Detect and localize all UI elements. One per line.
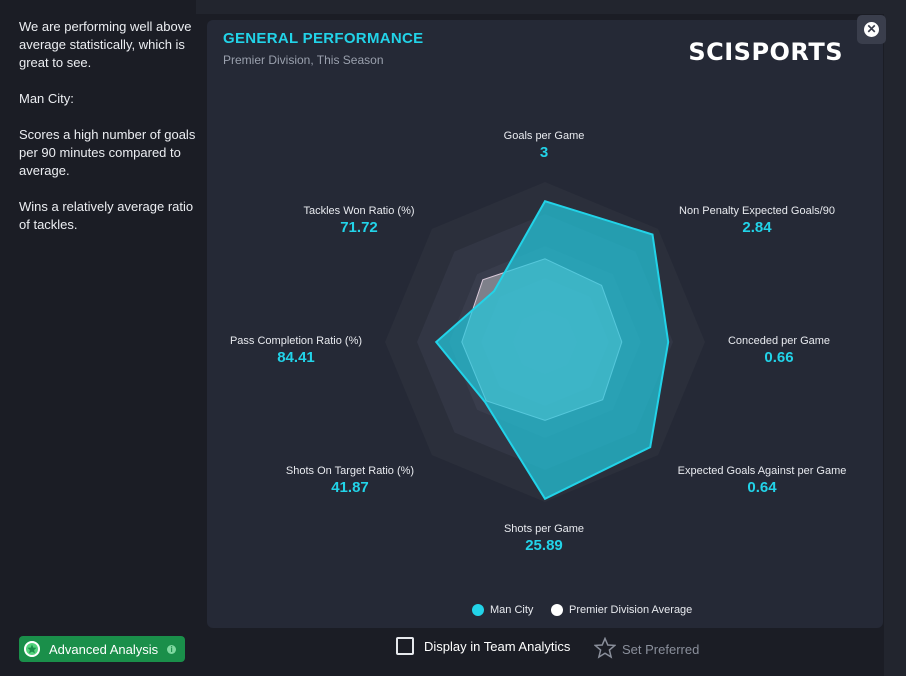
metric-label: Shots per Game 25.89 bbox=[504, 523, 584, 554]
metric-value: 3 bbox=[539, 144, 549, 161]
panel-subtitle: Premier Division, This Season bbox=[223, 53, 384, 67]
metric-label: Conceded per Game 0.66 bbox=[728, 335, 830, 366]
metric-name: Shots per Game bbox=[503, 523, 585, 535]
legend-average: Premier Division Average bbox=[551, 604, 692, 616]
metric-value: 71.72 bbox=[340, 219, 378, 236]
metric-label: Pass Completion Ratio (%) 84.41 bbox=[230, 335, 362, 366]
background-strip-right bbox=[884, 0, 906, 676]
radar-chart bbox=[385, 182, 705, 502]
legend-average-label: Premier Division Average bbox=[569, 604, 693, 616]
metric-name: Tackles Won Ratio (%) bbox=[303, 205, 415, 217]
close-icon: ✕ bbox=[864, 22, 879, 37]
advanced-analysis-label: Advanced Analysis bbox=[49, 641, 159, 657]
summary-team-name: Man City: bbox=[19, 91, 74, 106]
summary-text: We are performing well above average sta… bbox=[19, 18, 197, 252]
legend-team: Man City bbox=[472, 604, 533, 616]
legend-team-label: Man City bbox=[490, 604, 534, 616]
metric-value: 0.66 bbox=[764, 349, 794, 366]
metric-label: Goals per Game 3 bbox=[504, 130, 585, 161]
summary-paragraph: Scores a high number of goals per 90 min… bbox=[19, 127, 196, 178]
legend-team-swatch bbox=[472, 604, 484, 616]
metric-name: Non Penalty Expected Goals/90 bbox=[679, 205, 835, 217]
metric-name: Shots On Target Ratio (%) bbox=[285, 465, 415, 477]
sidebar: We are performing well above average sta… bbox=[0, 0, 196, 676]
metric-value: 2.84 bbox=[742, 219, 772, 236]
summary-paragraph: Wins a relatively average ratio of tackl… bbox=[19, 199, 194, 232]
display-label: Display in Team Analytics bbox=[424, 638, 571, 654]
metric-name: Expected Goals Against per Game bbox=[677, 465, 847, 477]
metric-value: 0.64 bbox=[747, 479, 777, 496]
legend-average-swatch bbox=[551, 604, 563, 616]
background-strip-top bbox=[196, 0, 906, 14]
metric-value: 84.41 bbox=[277, 349, 315, 366]
panel-title: GENERAL PERFORMANCE bbox=[223, 30, 424, 47]
summary-paragraph: We are performing well above average sta… bbox=[19, 19, 192, 70]
metric-label: Expected Goals Against per Game 0.64 bbox=[678, 465, 847, 496]
close-button[interactable]: ✕ bbox=[857, 15, 886, 44]
metric-label: Non Penalty Expected Goals/90 2.84 bbox=[679, 205, 835, 236]
metric-name: Conceded per Game bbox=[727, 335, 831, 347]
info-icon[interactable]: i bbox=[167, 644, 177, 654]
metric-label: Shots On Target Ratio (%) 41.87 bbox=[286, 465, 414, 496]
display-checkbox[interactable] bbox=[396, 637, 414, 655]
scisports-logo: SCISPORTS bbox=[688, 38, 843, 66]
star-icon bbox=[24, 641, 40, 657]
star-outline-icon bbox=[593, 636, 617, 662]
metric-label: Tackles Won Ratio (%) 71.72 bbox=[303, 205, 414, 236]
metric-value: 25.89 bbox=[525, 537, 563, 554]
set-preferred-button[interactable]: Set Preferred bbox=[593, 636, 700, 662]
advanced-analysis-button[interactable]: Advanced Analysis i bbox=[19, 636, 185, 662]
display-in-team-analytics[interactable]: Display in Team Analytics bbox=[396, 637, 570, 655]
metric-name: Pass Completion Ratio (%) bbox=[229, 335, 363, 347]
set-preferred-label: Set Preferred bbox=[622, 642, 700, 657]
metric-value: 41.87 bbox=[331, 479, 369, 496]
metric-name: Goals per Game bbox=[503, 130, 585, 142]
radar-series-team bbox=[434, 200, 670, 501]
